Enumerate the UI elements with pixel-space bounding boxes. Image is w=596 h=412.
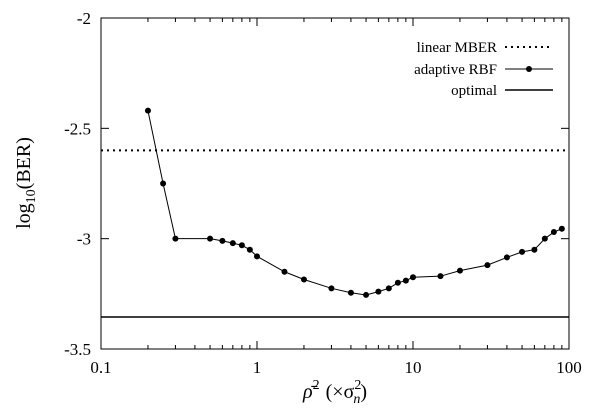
data-point-adaptive-rbf <box>375 288 382 295</box>
x-tick-label: 10 <box>405 358 422 377</box>
y-axis-label-ber: (BER) <box>13 137 35 189</box>
data-point-adaptive-rbf <box>385 285 392 292</box>
x-axis-label-close: ) <box>360 381 367 403</box>
data-point-adaptive-rbf <box>558 225 565 232</box>
data-point-adaptive-rbf <box>281 268 288 275</box>
x-axis-label-paren: (×σ <box>326 381 355 403</box>
data-point-adaptive-rbf <box>503 254 510 261</box>
data-point-adaptive-rbf <box>246 246 253 253</box>
x-tick-label: 1 <box>253 358 262 377</box>
data-point-adaptive-rbf <box>363 291 370 298</box>
legend: linear MBER adaptive RBF optimal <box>414 40 553 99</box>
x-axis-label-sub: n <box>353 392 360 407</box>
series-line-adaptive-rbf <box>147 110 563 296</box>
x-tick-label: 100 <box>556 358 582 377</box>
data-point-adaptive-rbf <box>550 229 557 236</box>
x-axis-label: ρ̄2 (×σ2 n) <box>302 378 367 407</box>
data-point-adaptive-rbf <box>394 279 401 286</box>
data-point-adaptive-rbf <box>238 242 245 249</box>
series-layer <box>101 107 569 318</box>
y-axis-label-log: log <box>13 203 35 229</box>
data-point-adaptive-rbf <box>219 237 226 244</box>
data-point-adaptive-rbf <box>300 276 307 283</box>
data-point-adaptive-rbf <box>531 246 538 253</box>
data-point-adaptive-rbf <box>484 262 491 269</box>
data-point-adaptive-rbf <box>207 235 214 242</box>
y-axis-label: log10(BER) <box>13 137 39 229</box>
data-point-adaptive-rbf <box>410 274 416 281</box>
y-tick-label: -3.5 <box>64 340 91 359</box>
data-point-adaptive-rbf <box>254 253 260 260</box>
legend-label-linear-mber: linear MBER <box>417 40 497 56</box>
data-point-adaptive-rbf <box>347 289 354 296</box>
data-point-adaptive-rbf <box>519 248 526 255</box>
x-tick-label: 0.1 <box>90 358 111 377</box>
data-point-adaptive-rbf <box>144 107 151 114</box>
data-point-adaptive-rbf <box>456 267 463 274</box>
y-axis-label-sub: 10 <box>24 189 39 203</box>
axis-tick-labels: 0.1 1 10 100 -3.5 -3 -2.5 -2 <box>64 9 582 377</box>
axis-ticks <box>100 17 570 350</box>
y-tick-label: -3 <box>77 230 91 249</box>
legend-label-adaptive-rbf: adaptive RBF <box>414 62 497 78</box>
data-point-adaptive-rbf <box>160 180 167 187</box>
x-axis-label-sup2: 2 <box>354 378 361 393</box>
data-point-adaptive-rbf <box>172 235 179 242</box>
legend-marker-adaptive-rbf <box>526 66 532 72</box>
data-point-adaptive-rbf <box>402 277 409 284</box>
x-axis-label-sup: 2 <box>313 378 320 393</box>
data-point-adaptive-rbf <box>328 285 335 292</box>
y-tick-label: -2 <box>77 9 91 28</box>
y-tick-label: -2.5 <box>64 119 91 138</box>
plot-frame <box>100 17 570 350</box>
data-point-adaptive-rbf <box>541 235 548 242</box>
data-point-adaptive-rbf <box>437 273 444 280</box>
data-point-adaptive-rbf <box>229 240 236 247</box>
legend-label-optimal: optimal <box>451 83 497 99</box>
